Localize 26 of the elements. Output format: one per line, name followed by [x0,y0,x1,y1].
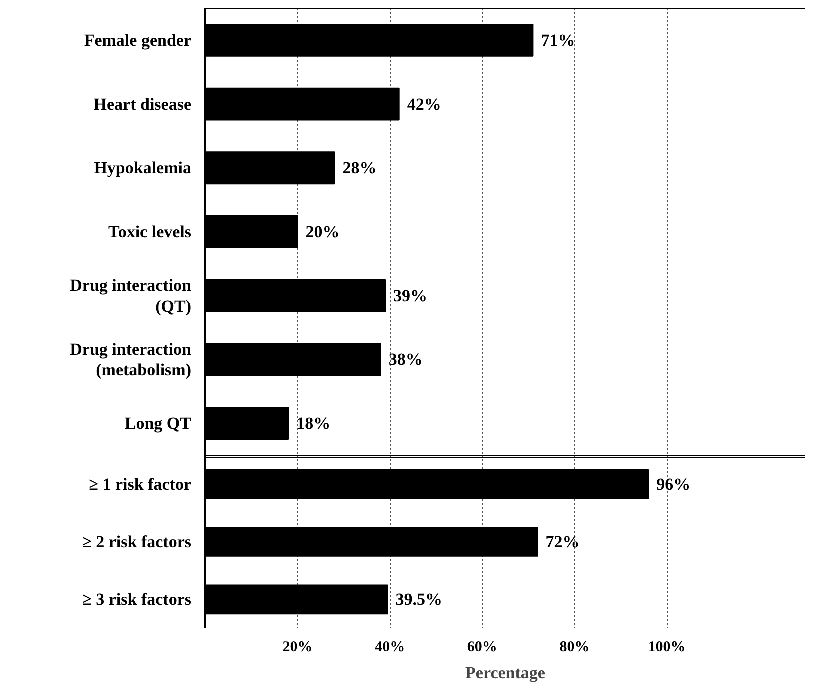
x-axis-title: Percentage [466,664,546,682]
data-label: 20% [306,222,340,242]
data-label: 71% [541,30,576,50]
data-label: 72% [546,532,580,552]
x-tick-label: 40% [375,640,406,656]
y-tick-label: ≥ 1 risk factor [89,474,192,494]
x-tick-label: 80% [560,640,590,656]
y-tick-label: Drug interaction (metabolism) [70,340,192,380]
y-tick-label: ≥ 3 risk factors [82,590,192,610]
x-tick-label: 60% [467,640,498,656]
data-label: 42% [407,94,442,114]
y-tick-label: Female gender [84,30,192,50]
y-tick-label: ≥ 2 risk factors [82,532,192,552]
data-label: 39% [394,286,428,306]
y-tick-label: Long QT [124,414,192,434]
y-tick-label: Heart disease [94,94,192,114]
x-tick-label: 100% [648,640,686,656]
data-label: 18% [296,414,331,434]
data-label: 28% [342,158,377,178]
x-tick-label: 20% [282,640,313,656]
y-tick-label: Toxic levels [108,222,192,242]
y-tick-label: Drug interaction (QT) [70,276,192,316]
data-label: 38% [388,350,423,370]
data-label: 39.5% [396,590,443,610]
data-label: 96% [656,474,691,494]
y-tick-label: Hypokalemia [94,158,192,178]
